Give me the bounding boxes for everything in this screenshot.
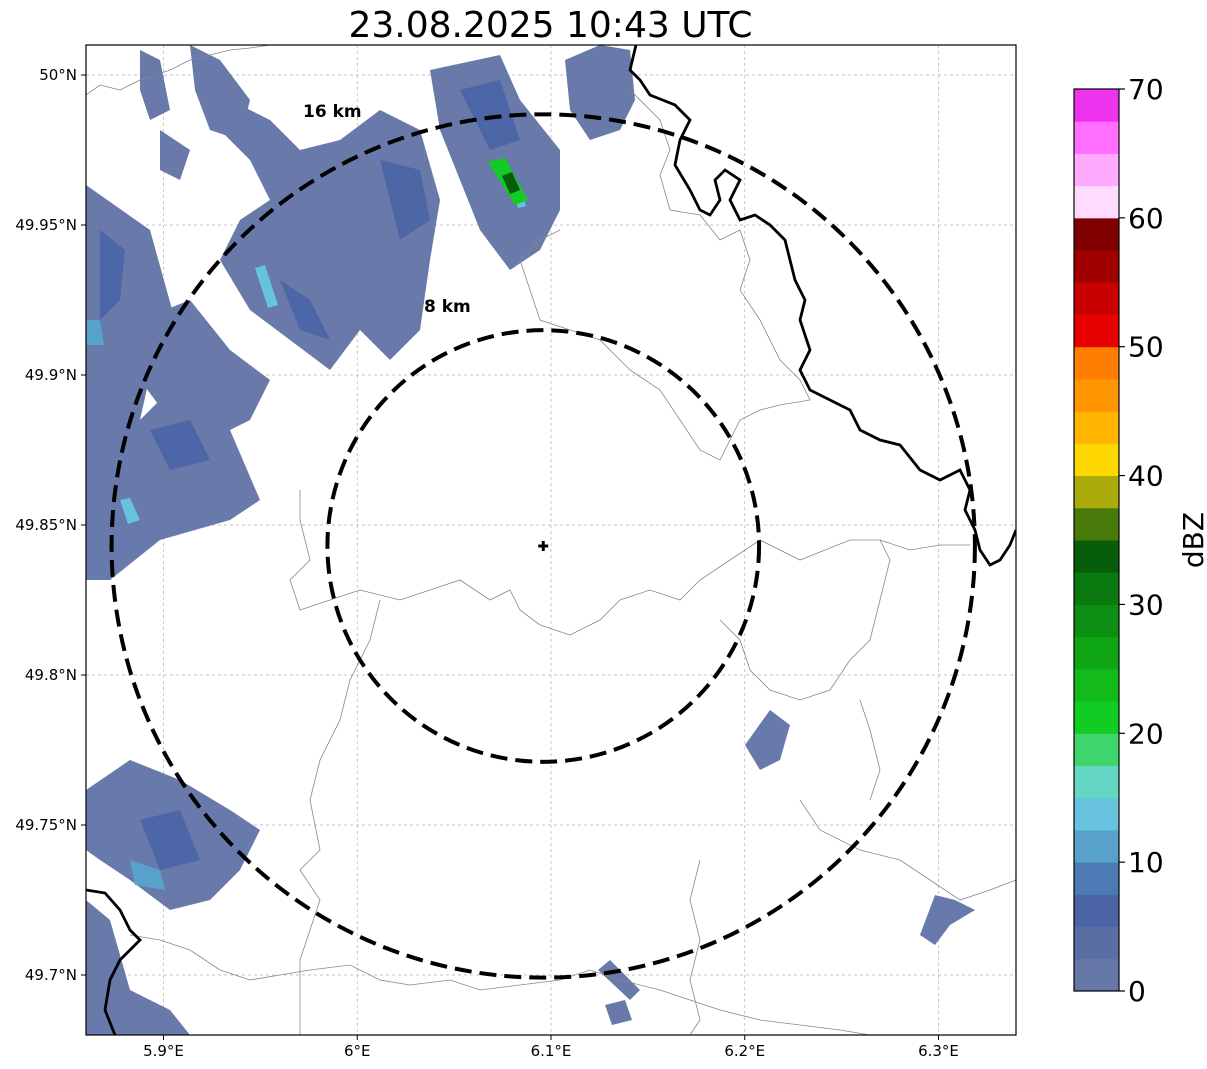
- lon-tick-label: 5.9°E: [143, 1042, 184, 1060]
- lat-tick-label: 49.7°N: [25, 966, 77, 984]
- map-title: 23.08.2025 10:43 UTC: [348, 5, 753, 46]
- lat-tick-label: 49.95°N: [15, 216, 77, 234]
- lat-tick-label: 49.75°N: [15, 816, 77, 834]
- range-ring-16km: [109, 112, 977, 980]
- map-axis-ticks: 5.9°E 6°E 6.1°E 6.2°E 6.3°E 50°N 49.95°N 49.9°N…: [15, 66, 959, 1060]
- lon-tick-label: 6.2°E: [724, 1042, 765, 1060]
- lon-tick-label: 6.1°E: [531, 1042, 572, 1060]
- lon-tick-label: 6°E: [344, 1042, 371, 1060]
- range-ring-8km: [325, 328, 762, 764]
- map-gridlines: [86, 45, 1016, 1035]
- lat-tick-label: 49.85°N: [15, 516, 77, 534]
- lat-tick-label: 49.8°N: [25, 666, 77, 684]
- lon-tick-label: 6.3°E: [918, 1042, 959, 1060]
- range-rings: [109, 112, 977, 980]
- radar-echoes: [86, 45, 975, 1035]
- lat-tick-label: 49.9°N: [25, 366, 77, 384]
- radar-site-marker: [538, 541, 549, 551]
- range-ring-label-16km: 16 km: [303, 102, 362, 122]
- range-ring-label-8km: 8 km: [424, 297, 471, 317]
- lat-tick-label: 50°N: [39, 66, 77, 84]
